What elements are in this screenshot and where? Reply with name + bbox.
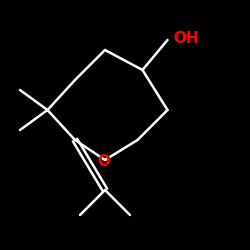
- Text: OH: OH: [174, 31, 200, 46]
- Text: O: O: [97, 154, 110, 169]
